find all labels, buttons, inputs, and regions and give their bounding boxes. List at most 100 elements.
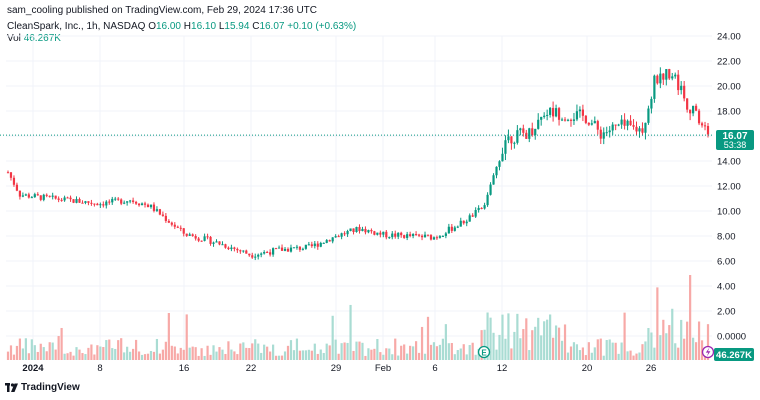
candle-body [653, 75, 656, 99]
candle-body [30, 197, 33, 199]
volume-bar [266, 346, 269, 360]
volume-bar [403, 344, 406, 360]
volume-bar [129, 351, 132, 360]
volume-bar [674, 343, 677, 360]
time-axis-tick: 22 [246, 363, 257, 374]
candle-body [694, 105, 698, 111]
candle-body [471, 215, 474, 217]
tradingview-logo-icon [5, 383, 18, 392]
candle-body [57, 198, 60, 200]
volume-bar [593, 347, 596, 360]
volume-bar [352, 350, 355, 360]
candle-body [307, 244, 310, 246]
volume-bar [30, 339, 33, 360]
volume-bar [164, 341, 167, 360]
volume-bar [224, 353, 227, 360]
volume-bar [15, 345, 19, 360]
candle-body [674, 74, 677, 77]
volume-bar [394, 338, 397, 360]
candle-body [334, 236, 337, 238]
price-axis-tick: 22.00 [717, 57, 741, 68]
volume-bar [134, 339, 138, 360]
volume-bar [209, 354, 212, 360]
candle-body [686, 98, 689, 110]
candle-body [140, 203, 144, 206]
volume-bar [263, 344, 266, 360]
volume-bar [379, 352, 382, 360]
candle-body [179, 227, 182, 229]
candle-body [629, 120, 632, 126]
volume-bar [269, 351, 272, 360]
volume-bar [632, 355, 635, 360]
volume-bar [316, 353, 319, 360]
price-axis-tick: 14.00 [717, 157, 741, 168]
candle-body [456, 226, 459, 228]
candle-body [355, 226, 358, 232]
volume-bar [611, 342, 614, 360]
volume-badge-bg [714, 348, 754, 361]
high-value: 16.10 [191, 21, 217, 32]
price-axis-tick: 8.00 [717, 232, 736, 243]
volume-bar [51, 342, 54, 360]
candle-body [301, 248, 304, 250]
volume-bar [516, 313, 519, 360]
low-value: 15.94 [224, 21, 250, 32]
volume-bar [221, 349, 224, 360]
time-axis-tick: 29 [331, 363, 342, 374]
volume-bar [295, 338, 299, 360]
volume-badge: 46.267K [714, 348, 754, 361]
volume-bar [54, 349, 57, 360]
volume-bar [602, 355, 605, 360]
volume-bar [230, 349, 233, 360]
candle-body [325, 240, 328, 243]
volume-bar [96, 345, 99, 360]
time-axis: 2024 8 16 22 29 Feb 6 12 20 26 [22, 363, 656, 374]
volume-bar [617, 353, 620, 360]
volume-bar [629, 350, 632, 360]
volume-bar [572, 342, 576, 360]
volume-bar [349, 304, 352, 360]
candle-body [623, 119, 626, 126]
volume-bar [197, 355, 200, 360]
candle-body [659, 73, 662, 84]
volume-bar [117, 340, 120, 360]
lightning-event-icon[interactable] [701, 345, 715, 359]
candle-body [599, 129, 602, 139]
candle-body [423, 234, 427, 238]
candle-body [224, 244, 227, 248]
volume-bar [292, 350, 296, 360]
volume-bar [596, 339, 599, 360]
candle-body [96, 203, 99, 206]
volume-bar [608, 339, 611, 360]
price-axis-tick: 0.0000 [717, 332, 746, 343]
candle-body [105, 201, 108, 206]
volume-bar [81, 353, 84, 360]
volume-bar [123, 352, 126, 360]
candle-body [99, 204, 102, 206]
candle-body [587, 122, 590, 125]
candle-body [647, 108, 650, 123]
candle-body [563, 119, 567, 121]
volume-bar [167, 313, 170, 360]
candle-body [185, 233, 188, 236]
candle-body [626, 120, 629, 126]
candle-body [36, 194, 39, 196]
high-label: H [183, 21, 192, 32]
candle-body [233, 247, 236, 249]
candle-body [605, 132, 608, 134]
volume-bar [307, 349, 310, 360]
volume-bar [444, 324, 447, 360]
volume-bar [456, 350, 459, 360]
volume-bar [376, 338, 379, 360]
candle-body [212, 242, 215, 244]
candle-body [620, 119, 623, 125]
candle-body [260, 253, 263, 255]
time-axis-tick: 20 [582, 363, 593, 374]
candle-body [376, 232, 379, 235]
volume-bar [635, 353, 638, 360]
earnings-marker-icon[interactable]: E [477, 345, 491, 359]
candle-body [572, 119, 576, 121]
volume-bar [301, 350, 304, 360]
volume-bar [286, 345, 290, 360]
